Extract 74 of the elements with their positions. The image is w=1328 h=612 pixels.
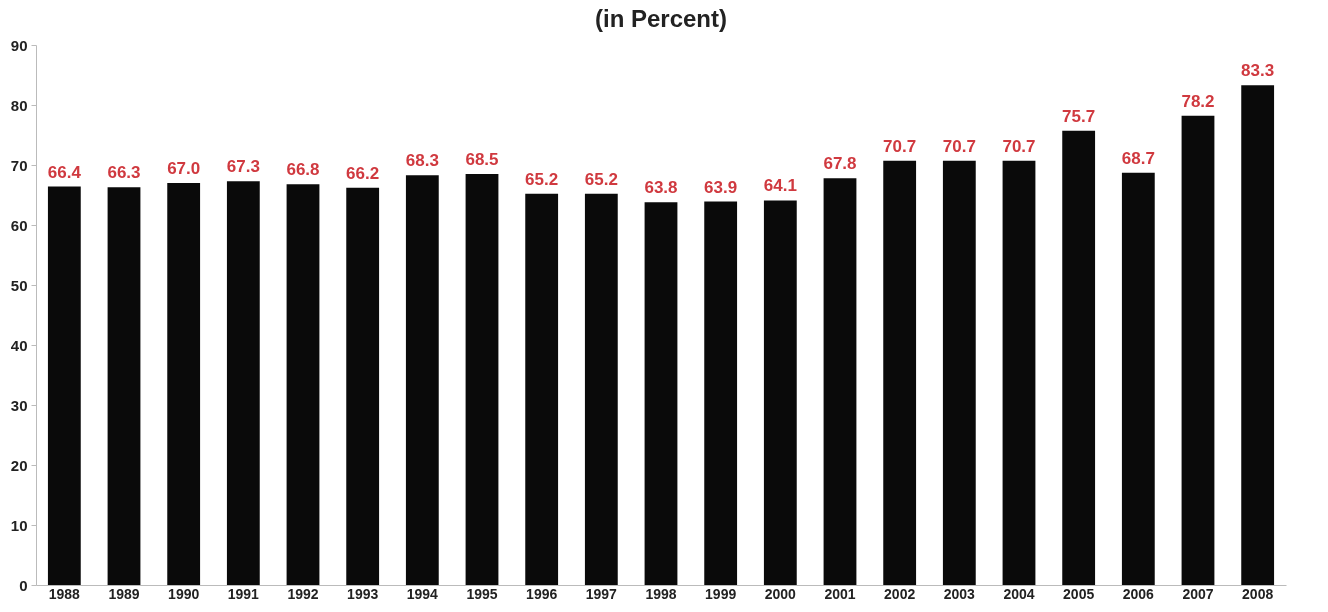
data-label: 66.8	[286, 160, 320, 180]
data-label: 67.8	[823, 154, 857, 174]
bar	[644, 202, 678, 585]
x-tick-label: 1988	[48, 585, 81, 602]
data-label: 70.7	[1002, 136, 1036, 156]
data-label: 75.7	[1062, 106, 1096, 126]
x-tick-label: 1995	[466, 585, 498, 602]
x-tick-label: 2007	[1182, 585, 1214, 602]
chart-title: (in Percent)	[594, 5, 728, 32]
bar	[1121, 172, 1155, 585]
y-tick-label: 30	[10, 396, 28, 414]
bar	[704, 201, 738, 585]
x-tick-label: 1997	[585, 585, 618, 602]
data-label: 66.3	[107, 163, 141, 183]
x-tick-label: 1990	[168, 585, 200, 602]
data-label: 63.8	[644, 178, 678, 198]
data-label: 68.5	[465, 150, 499, 169]
data-label: 65.2	[584, 169, 618, 189]
bar	[107, 187, 141, 585]
bar	[346, 187, 380, 585]
y-tick-label: 90	[10, 36, 28, 54]
bar	[883, 160, 917, 585]
x-tick-label: 2003	[943, 585, 976, 602]
data-label: 68.7	[1121, 148, 1155, 168]
x-tick-label: 1992	[287, 585, 319, 602]
y-tick-label: 70	[10, 156, 28, 174]
y-tick-label: 40	[10, 336, 28, 354]
x-tick-label: 2006	[1122, 585, 1155, 602]
bar	[584, 193, 618, 585]
x-tick-label: 2008	[1242, 585, 1274, 602]
data-label: 66.4	[47, 162, 82, 182]
data-label: 83.3	[1241, 61, 1275, 81]
y-tick-label: 0	[19, 576, 28, 594]
data-label: 68.3	[405, 151, 439, 171]
bar	[763, 200, 797, 585]
data-label: 66.2	[346, 163, 380, 183]
bar	[525, 193, 559, 585]
bar	[286, 184, 320, 585]
bar	[1241, 85, 1275, 585]
data-label: 63.9	[704, 177, 738, 197]
x-tick-label: 2005	[1063, 585, 1095, 602]
bar	[1062, 130, 1096, 585]
data-label: 65.2	[525, 169, 559, 189]
y-tick-label: 80	[10, 96, 28, 114]
x-tick-label: 1998	[645, 585, 677, 602]
y-tick-label: 50	[10, 276, 28, 294]
x-tick-label: 2002	[884, 585, 916, 602]
data-label: 67.0	[167, 159, 201, 178]
bar	[1002, 160, 1036, 585]
data-label: 64.1	[763, 176, 797, 196]
x-tick-label: 1993	[347, 585, 379, 602]
bar	[823, 178, 857, 585]
bar	[942, 160, 976, 585]
bar	[465, 174, 499, 585]
data-label: 78.2	[1181, 91, 1215, 111]
data-label: 67.3	[226, 157, 260, 177]
y-tick-label: 60	[10, 216, 28, 234]
x-tick-label: 2001	[824, 585, 856, 602]
x-tick-label: 2000	[764, 585, 797, 602]
data-label: 70.7	[942, 136, 976, 156]
data-label: 70.7	[883, 136, 917, 156]
x-tick-label: 1999	[705, 585, 737, 602]
bar	[405, 175, 439, 585]
bar	[167, 183, 201, 585]
bar	[226, 181, 260, 585]
y-tick-label: 10	[10, 516, 28, 534]
x-tick-label: 1994	[406, 585, 439, 602]
y-tick-label: 20	[10, 456, 28, 474]
x-tick-label: 1991	[227, 585, 260, 602]
x-tick-label: 1996	[526, 585, 558, 602]
bar	[1181, 115, 1215, 585]
x-tick-label: 1989	[108, 585, 140, 602]
bar	[47, 186, 81, 585]
x-tick-label: 2004	[1003, 585, 1035, 602]
